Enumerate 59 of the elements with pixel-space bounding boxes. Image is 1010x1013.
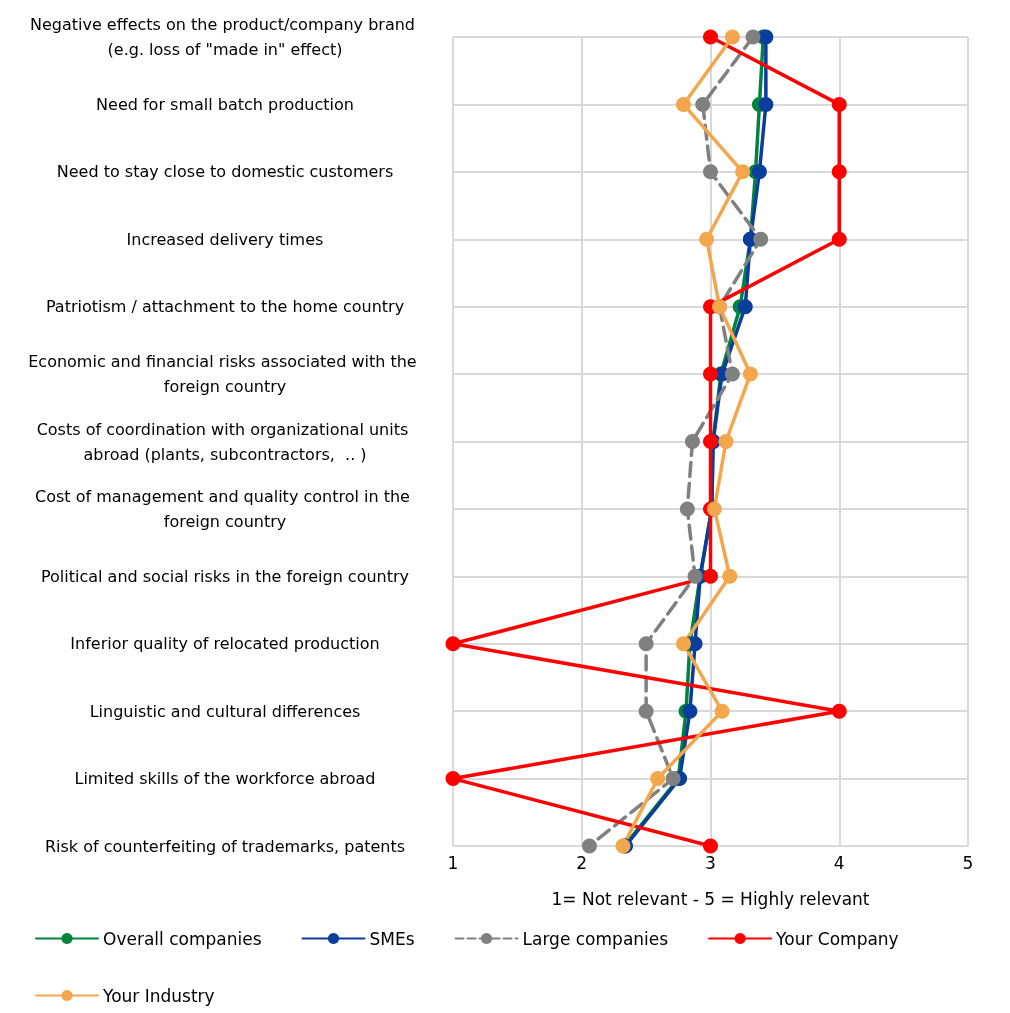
legend-label: SMEs [369, 928, 415, 949]
y-tick-label: Negative effects on the product/company brand (e.g. loss of "made in" effect) [29, 15, 421, 59]
point [687, 568, 703, 584]
y-tick-label: Need to stay close to domestic customers [56, 162, 394, 182]
point [699, 231, 715, 247]
point [718, 434, 734, 449]
y-tick-label: Economic and financial risks associated with the foreign country [28, 352, 422, 397]
point [684, 434, 700, 449]
point [753, 231, 769, 247]
point [703, 838, 718, 854]
y-tick-label: Patriotism / attachment to the home country [45, 297, 405, 317]
point [638, 703, 654, 719]
y-tick-label: Linguistic and cultural differences [89, 701, 361, 721]
point [675, 636, 691, 652]
y-tick-label: Inferior quality of relocated production [70, 634, 380, 654]
point [737, 299, 753, 315]
point [665, 771, 681, 787]
y-tick-label: Costs of coordination with organizational units abroad (plants, subcontractors, .. ) [36, 419, 414, 464]
point [650, 771, 666, 787]
point [445, 636, 461, 652]
legend-label: Your Industry [102, 985, 215, 1006]
legend-label: Overall companies [103, 928, 262, 949]
x-tick-label: 4 [833, 852, 845, 873]
x-axis-title: 1= Not relevant - 5 = Highly relevant [551, 888, 870, 909]
point [745, 29, 761, 45]
y-tick-label: Need for small batch production [96, 94, 354, 114]
x-tick-label: 3 [705, 852, 716, 873]
point [742, 366, 758, 382]
point [758, 96, 774, 112]
y-tick-label: Cost of management and quality control in the foreign country [35, 486, 415, 531]
point [831, 96, 847, 112]
point [722, 568, 738, 584]
legend-label: Large companies [522, 928, 669, 949]
point [675, 96, 691, 112]
point [703, 568, 718, 584]
point [703, 29, 718, 45]
y-tick-label: Increased delivery times [126, 229, 324, 249]
point [831, 164, 847, 180]
point [695, 96, 711, 112]
point [581, 838, 597, 854]
y-tick-label: Risk of counterfeiting of trademarks, patents [44, 836, 406, 856]
point [831, 703, 847, 719]
x-tick-label: 1 [447, 852, 459, 873]
point [679, 501, 695, 517]
point [703, 366, 718, 382]
x-tick-label: 2 [576, 852, 588, 873]
point [724, 366, 740, 382]
legend-label: Your Company [775, 928, 899, 949]
point [714, 703, 730, 719]
y-tick-label: Political and social risks in the foreign country [40, 566, 410, 586]
point [638, 636, 654, 652]
point [735, 164, 751, 180]
point [445, 771, 461, 787]
y-tick-label: Limited skills of the workforce abroad [74, 769, 376, 789]
point [682, 703, 698, 719]
point [831, 231, 847, 247]
point [703, 164, 718, 180]
x-tick-label: 5 [962, 852, 974, 873]
point [724, 29, 740, 45]
